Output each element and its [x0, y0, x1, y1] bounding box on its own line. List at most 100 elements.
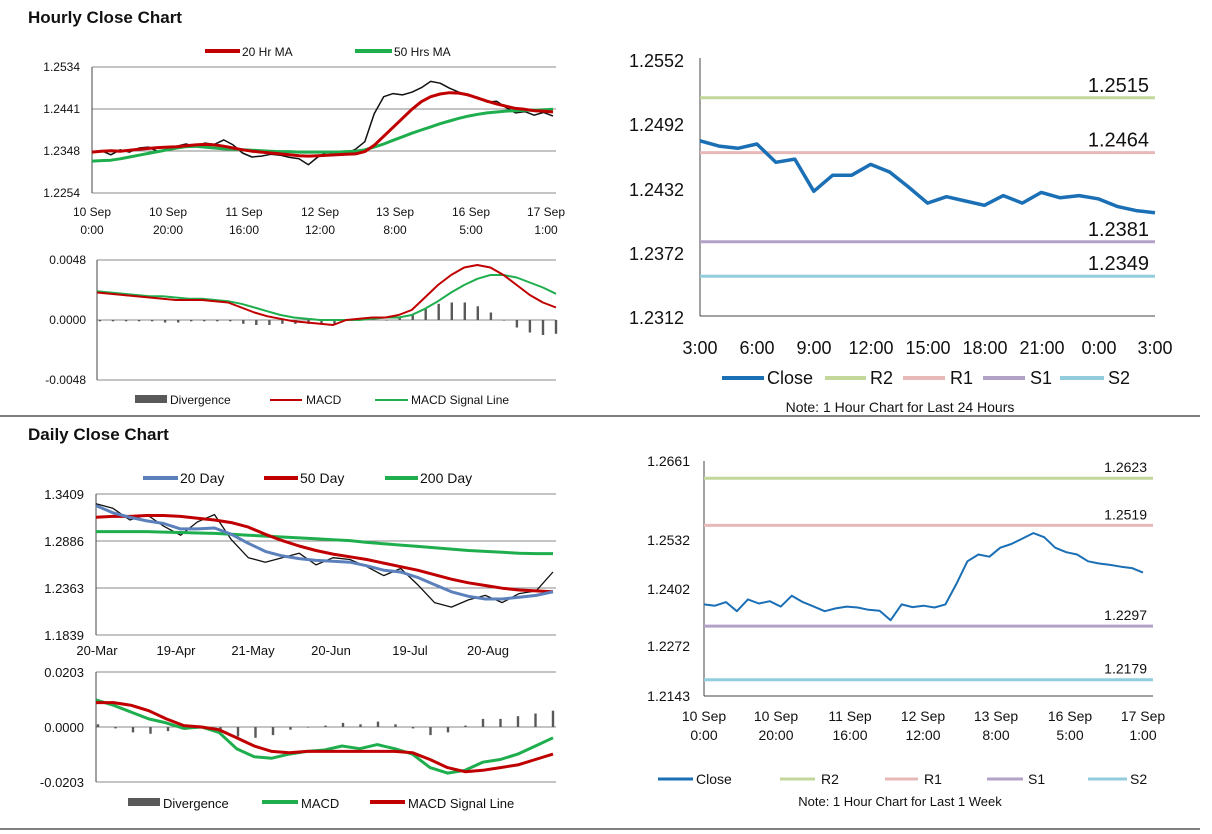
y-tick-label: 1.2143 — [647, 688, 690, 704]
divergence-bar — [281, 320, 284, 324]
daily-section-title: Daily Close Chart — [28, 425, 169, 444]
x-tick-label: 16:00 — [229, 223, 259, 237]
divergence-bar — [411, 727, 415, 729]
x-tick-label: 20-Mar — [76, 643, 118, 658]
level-label-s2: 1.2349 — [1088, 253, 1149, 275]
legend-label-macd: MACD — [306, 393, 342, 407]
series-line-macd — [96, 264, 557, 326]
level-label-r2: 1.2515 — [1088, 75, 1149, 97]
legend-label-macd: MACD — [301, 796, 339, 811]
divergence-bar — [203, 320, 206, 322]
divergence-bar — [394, 724, 397, 727]
divergence-bar — [216, 320, 219, 322]
legend-label-close: Close — [767, 368, 813, 388]
x-tick-label: 17 Sep — [1121, 708, 1166, 724]
divergence-bar — [98, 320, 102, 322]
divergence-bar — [429, 727, 432, 736]
y-tick-label: 0.0000 — [44, 720, 84, 735]
series-line-macd — [95, 698, 554, 775]
weekly-pivots-plot: 1.2623 1.2519 1.2297 1.2179 — [703, 459, 1153, 682]
legend-label-r1: R1 — [950, 368, 973, 388]
legend-swatch-divergence — [135, 395, 167, 403]
divergence-bar — [111, 320, 115, 322]
divergence-bar — [124, 320, 128, 322]
legend-label-50hrs-ma: 50 Hrs MA — [394, 45, 451, 59]
divergence-bar — [398, 317, 401, 320]
x-tick-label: 12:00 — [848, 338, 893, 358]
y-tick-label: 1.2532 — [647, 532, 690, 548]
divergence-bar — [534, 713, 537, 727]
x-tick-label: 20-Jun — [311, 643, 351, 658]
divergence-bar — [411, 315, 414, 320]
level-label-s1: 1.2297 — [1104, 607, 1147, 623]
x-tick-label: 11 Sep — [225, 205, 262, 219]
x-tick-label: 21:00 — [1019, 338, 1064, 358]
legend-label-close: Close — [696, 771, 732, 787]
divergence-bar — [333, 320, 336, 325]
divergence-bar — [149, 727, 152, 734]
x-tick-label: 6:00 — [739, 338, 774, 358]
x-tick-label: 16 Sep — [452, 205, 490, 219]
divergence-bar — [268, 320, 271, 325]
x-tick-label: 9:00 — [796, 338, 831, 358]
divergence-bar — [150, 320, 154, 322]
divergence-bar — [166, 727, 170, 732]
divergence-bar — [528, 320, 532, 333]
x-tick-label: 21-May — [231, 643, 275, 658]
legend-label-r2: R2 — [821, 771, 839, 787]
y-tick-label: 1.3409 — [44, 487, 84, 502]
hourly-ma-gridlines — [92, 66, 556, 194]
series-line-200-day — [96, 530, 553, 556]
x-tick-label: 8:00 — [982, 727, 1009, 743]
y-tick-label: 0.0000 — [49, 313, 86, 327]
divergence-bar — [219, 727, 222, 730]
hourly-pivots-chart: 1.2552 1.2492 1.2432 1.2372 1.2312 3:00 … — [629, 51, 1173, 415]
close-price-line — [95, 503, 554, 608]
divergence-bar — [96, 724, 100, 727]
x-tick-label: 11 Sep — [828, 708, 872, 724]
y-tick-label: 1.2372 — [629, 244, 684, 264]
divergence-bar — [324, 725, 327, 727]
y-tick-label: 1.2402 — [647, 581, 690, 597]
y-tick-label: 1.1839 — [44, 628, 84, 643]
divergence-bar — [446, 727, 450, 733]
y-tick-label: 1.2432 — [629, 180, 684, 200]
divergence-bar — [450, 302, 453, 320]
legend-label-signal: MACD Signal Line — [408, 796, 514, 811]
hourly-section-title: Hourly Close Chart — [28, 8, 182, 27]
daily-macd-chart: 0.0203 0.0000 -0.0203 Divergence MACD MA… — [40, 665, 556, 811]
legend-swatch-divergence — [128, 798, 160, 806]
legend-label-200-day: 200 Day — [420, 470, 472, 486]
legend-label-r1: R1 — [924, 771, 942, 787]
series-line-20hr-ma — [91, 91, 554, 158]
x-tick-label: 3:00 — [1137, 338, 1172, 358]
series-line-50hrs-ma — [91, 107, 554, 163]
x-tick-label: 0:00 — [1081, 338, 1116, 358]
x-tick-label: 16:00 — [832, 727, 867, 743]
x-tick-label: 19-Apr — [156, 643, 196, 658]
x-tick-label: 10 Sep — [682, 708, 727, 724]
hourly-ma-chart: 20 Hr MA 50 Hrs MA 1.2534 1.2441 1.2348 … — [43, 45, 565, 237]
legend-label-s1: S1 — [1030, 368, 1052, 388]
divergence-bar — [320, 320, 323, 324]
x-tick-label: 16 Sep — [1048, 708, 1093, 724]
level-label-r2: 1.2623 — [1104, 459, 1147, 475]
divergence-bar — [341, 722, 345, 727]
x-tick-label: 17 Sep — [527, 205, 565, 219]
divergence-bar — [114, 727, 117, 729]
divergence-bar — [254, 727, 257, 738]
hourly-ma-plot — [91, 80, 554, 166]
level-label-s2: 1.2179 — [1104, 661, 1147, 677]
x-tick-label: 19-Jul — [392, 643, 428, 658]
x-tick-label: 20:00 — [758, 727, 793, 743]
legend-label-s2: S2 — [1108, 368, 1130, 388]
x-tick-label: 0:00 — [80, 223, 104, 237]
y-tick-label: 1.2441 — [43, 102, 80, 116]
x-tick-label: 18:00 — [962, 338, 1007, 358]
divergence-bar — [541, 320, 545, 335]
series-line-50-day — [95, 514, 554, 594]
x-tick-label: 5:00 — [1056, 727, 1083, 743]
hourly-macd-chart: 0.0048 0.0000 -0.0048 Divergence MACD MA… — [45, 253, 558, 407]
section-divider — [0, 415, 1200, 417]
divergence-bar — [515, 320, 519, 328]
